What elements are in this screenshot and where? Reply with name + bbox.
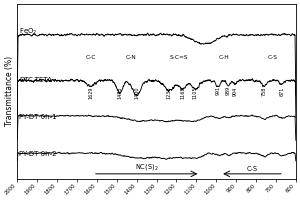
Text: FeO$_2$: FeO$_2$ bbox=[19, 27, 38, 37]
Text: PY-DT 0h-1: PY-DT 0h-1 bbox=[19, 114, 57, 120]
Text: DTC-TETA: DTC-TETA bbox=[19, 77, 52, 83]
Text: 991: 991 bbox=[215, 86, 220, 95]
Text: 904: 904 bbox=[233, 86, 238, 96]
Text: 1236: 1236 bbox=[167, 86, 172, 99]
Text: C-S: C-S bbox=[267, 55, 278, 60]
Text: C-N: C-N bbox=[125, 55, 136, 60]
Text: 758: 758 bbox=[262, 86, 267, 96]
Text: 1485: 1485 bbox=[117, 86, 122, 99]
Text: 939: 939 bbox=[226, 86, 231, 95]
Text: C-S: C-S bbox=[247, 166, 258, 172]
Text: 1168: 1168 bbox=[180, 86, 185, 99]
Text: PY-DT 0h-2: PY-DT 0h-2 bbox=[19, 151, 57, 157]
Text: C-H: C-H bbox=[219, 55, 230, 60]
Text: NC(S)$_2$: NC(S)$_2$ bbox=[135, 162, 158, 172]
Text: 1629: 1629 bbox=[88, 86, 94, 99]
Text: S-C=S: S-C=S bbox=[170, 55, 189, 60]
Text: C-C: C-C bbox=[86, 55, 96, 60]
Y-axis label: Transmittance (%): Transmittance (%) bbox=[5, 56, 14, 126]
Text: 1105: 1105 bbox=[193, 86, 198, 99]
Text: 1400: 1400 bbox=[134, 86, 139, 99]
Text: 671: 671 bbox=[279, 86, 284, 96]
